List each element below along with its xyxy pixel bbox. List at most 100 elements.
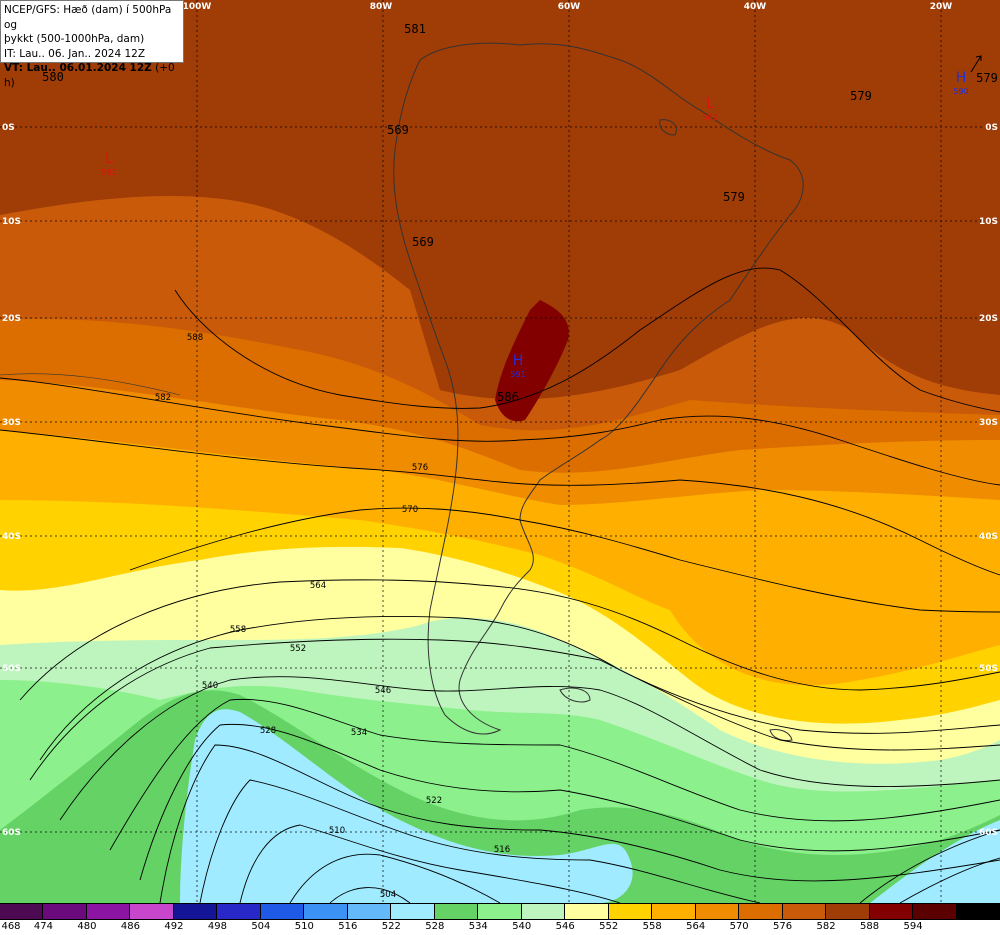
contour-522 bbox=[199, 779, 761, 903]
color-legend-swatch bbox=[608, 904, 653, 919]
weather-map: 588 582 576 570 564 558 552 546 540 534 … bbox=[0, 0, 1000, 903]
color-legend-swatch bbox=[0, 904, 44, 919]
contour-label-534: 534 bbox=[351, 728, 367, 738]
color-legend-value: 564 bbox=[686, 921, 706, 932]
map-info-box: NCEP/GFS: Hæð (dam) í 500hPa og þykkt (5… bbox=[0, 0, 184, 89]
color-legend-swatch bbox=[782, 904, 827, 919]
color-legend-value: 558 bbox=[642, 921, 662, 932]
contour-510-se bbox=[899, 857, 1000, 903]
color-legend-value: 510 bbox=[294, 921, 314, 932]
lat-labels-left: 0S 10S 20S 30S 40S 50S 60S bbox=[2, 123, 21, 838]
info-valid-time: VT: Lau.. 06.01.2024 12Z (+0 h) bbox=[4, 61, 180, 90]
color-legend-value: 504 bbox=[251, 921, 271, 932]
thickness-label: 579 bbox=[723, 190, 745, 204]
color-legend-swatch bbox=[956, 904, 1000, 919]
color-legend-swatch bbox=[304, 904, 348, 919]
lat-label: 60S bbox=[2, 828, 21, 838]
contour-576 bbox=[0, 429, 1000, 576]
contour-label-528: 528 bbox=[260, 726, 276, 736]
contour-label-576: 576 bbox=[412, 463, 428, 473]
lat-label: 0S bbox=[985, 123, 998, 133]
height-contours bbox=[0, 267, 1000, 903]
info-valid-time-label: VT: Lau.. 06.01.2024 12Z bbox=[4, 62, 152, 74]
contour-label-504: 504 bbox=[380, 890, 396, 900]
color-legend-swatch bbox=[130, 904, 174, 919]
color-legend-swatches bbox=[0, 903, 1000, 920]
color-legend-value: 522 bbox=[381, 921, 401, 932]
color-legend-value: 552 bbox=[599, 921, 619, 932]
thickness-label: 580 bbox=[42, 70, 64, 84]
thickness-label: 579 bbox=[976, 71, 998, 85]
high-center-value: 590 bbox=[953, 87, 968, 96]
color-legend-swatch bbox=[695, 904, 740, 919]
lat-label: 20S bbox=[2, 314, 21, 324]
contour-label-570: 570 bbox=[402, 505, 418, 515]
contour-label-552: 552 bbox=[290, 644, 306, 654]
contour-516-se bbox=[859, 829, 1000, 903]
arrow-icon bbox=[970, 55, 982, 73]
info-subtitle: þykkt (500-1000hPa, dam) bbox=[4, 33, 145, 45]
thickness-label: 569 bbox=[387, 123, 409, 137]
color-legend-value: 594 bbox=[903, 921, 923, 932]
color-legend-value: 540 bbox=[512, 921, 532, 932]
color-legend-value: 468 bbox=[1, 921, 21, 932]
color-legend-value: 528 bbox=[425, 921, 445, 932]
color-legend-labels: 468 474 480 486 492 498 504 510 516 522 528 534 540 5… bbox=[0, 920, 1000, 935]
contour-label-546: 546 bbox=[375, 686, 391, 696]
color-legend-value: 474 bbox=[33, 921, 54, 932]
color-legend-value: 582 bbox=[816, 921, 836, 932]
lat-label: 30S bbox=[979, 418, 998, 428]
color-legend-swatch bbox=[521, 904, 566, 919]
color-legend-swatch bbox=[565, 904, 609, 919]
color-legend-swatch bbox=[217, 904, 261, 919]
low-center-marker: L bbox=[706, 96, 714, 112]
lat-label: 50S bbox=[2, 664, 21, 674]
color-legend-swatch bbox=[347, 904, 392, 919]
lat-label: 10S bbox=[979, 217, 998, 227]
color-legend-swatch bbox=[391, 904, 435, 919]
color-legend-swatch bbox=[86, 904, 131, 919]
color-legend-value: 576 bbox=[773, 921, 793, 932]
coastline bbox=[0, 42, 804, 741]
pressure-centers: L 582 L 582 H 590 H 591 bbox=[101, 70, 968, 379]
color-legend-swatch bbox=[739, 904, 783, 919]
lat-labels-right: 0S 10S 20S 30S 40S 50S 60S bbox=[979, 123, 998, 838]
color-legend-value: 588 bbox=[860, 921, 880, 932]
lon-label: 80W bbox=[370, 2, 393, 12]
lat-label: 10S bbox=[2, 217, 21, 227]
contour-546 bbox=[59, 676, 1000, 821]
contour-582 bbox=[0, 377, 1000, 486]
color-legend-swatch bbox=[173, 904, 218, 919]
contour-510 bbox=[289, 853, 501, 903]
color-legend: 468 474 480 486 492 498 504 510 516 522 528 534 540 5… bbox=[0, 903, 1000, 934]
high-center-marker: H bbox=[513, 353, 524, 369]
low-center-value: 582 bbox=[702, 113, 717, 122]
lat-label: 0S bbox=[2, 123, 15, 133]
info-title: NCEP/GFS: Hæð (dam) í 500hPa og bbox=[4, 4, 172, 31]
color-legend-value: 570 bbox=[729, 921, 749, 932]
info-init-time: IT: Lau.. 06. Jan.. 2024 12Z bbox=[4, 47, 146, 60]
contour-528 bbox=[159, 744, 1000, 903]
color-legend-swatch bbox=[869, 904, 914, 919]
contour-564 bbox=[19, 579, 1000, 701]
contour-558 bbox=[39, 615, 1000, 761]
high-center-marker: H bbox=[956, 70, 967, 86]
lat-label: 40S bbox=[979, 532, 998, 542]
info-forecast-offset: (+0 h) bbox=[4, 62, 175, 89]
color-legend-value: 498 bbox=[207, 921, 227, 932]
lon-labels: 100W 80W 60W 40W 20W bbox=[183, 2, 953, 12]
color-legend-value: 516 bbox=[338, 921, 358, 932]
low-center-marker: L bbox=[105, 151, 113, 167]
color-legend-swatch bbox=[826, 904, 870, 919]
color-legend-swatch bbox=[478, 904, 522, 919]
contour-label-510: 510 bbox=[329, 826, 345, 836]
color-legend-swatch bbox=[652, 904, 696, 919]
low-center-value: 582 bbox=[101, 168, 116, 177]
color-legend-swatch bbox=[913, 904, 957, 919]
color-legend-swatch bbox=[260, 904, 305, 919]
lat-label: 60S bbox=[979, 828, 998, 838]
lat-label: 50S bbox=[979, 664, 998, 674]
color-legend-value: 486 bbox=[120, 921, 140, 932]
lat-label: 40S bbox=[2, 532, 21, 542]
contour-label-516: 516 bbox=[494, 845, 510, 855]
